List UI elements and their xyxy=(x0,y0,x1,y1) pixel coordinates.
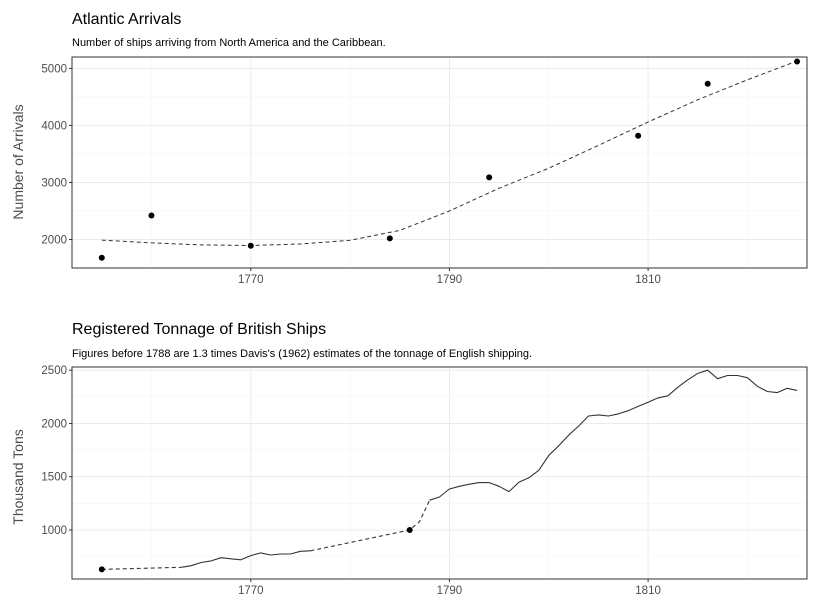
chart-subtitle-arrivals: Number of ships arriving from North Amer… xyxy=(72,37,386,49)
data-point xyxy=(247,242,254,249)
data-point xyxy=(704,80,711,87)
y-tick-label-tonnage: 2500 xyxy=(41,365,67,377)
x-tick-label-arrivals: 1770 xyxy=(238,274,264,286)
data-point xyxy=(98,254,105,261)
y-tick-label-arrivals: 3000 xyxy=(41,177,67,189)
y-tick-label-arrivals: 5000 xyxy=(41,63,67,75)
tonnage-line-estimated xyxy=(310,499,431,552)
x-tick-label-tonnage: 1770 xyxy=(238,585,264,597)
estimate-point xyxy=(406,526,413,533)
x-tick-label-tonnage: 1790 xyxy=(437,585,463,597)
data-point xyxy=(635,132,642,139)
y-axis-label-arrivals: Number of Arrivals xyxy=(10,104,26,219)
trend-line xyxy=(101,60,798,247)
tonnage-line-registered xyxy=(181,550,311,568)
data-point xyxy=(386,235,393,242)
chart-subtitle-tonnage: Figures before 1788 are 1.3 times Davis'… xyxy=(72,348,532,360)
y-tick-label-tonnage: 1000 xyxy=(41,525,67,537)
data-point xyxy=(486,174,493,181)
y-tick-label-arrivals: 2000 xyxy=(41,234,67,246)
tonnage-line-registered xyxy=(429,369,798,501)
x-tick-label-tonnage: 1810 xyxy=(635,585,661,597)
y-tick-label-arrivals: 4000 xyxy=(41,120,67,132)
panel-border-arrivals xyxy=(71,56,808,269)
x-tick-label-arrivals: 1810 xyxy=(635,274,661,286)
y-tick-label-tonnage: 2000 xyxy=(41,418,67,430)
x-tick-label-arrivals: 1790 xyxy=(437,274,463,286)
data-point xyxy=(148,212,155,219)
atlantic-arrivals-panel: Atlantic Arrivals Number of ships arrivi… xyxy=(10,11,808,286)
estimate-point xyxy=(98,566,105,573)
tonnage-panel: Registered Tonnage of British Ships Figu… xyxy=(10,321,808,597)
panel-border-tonnage xyxy=(71,366,808,580)
tonnage-line-estimated xyxy=(101,566,182,570)
y-tick-label-tonnage: 1500 xyxy=(41,472,67,484)
chart-title-arrivals: Atlantic Arrivals xyxy=(72,11,181,28)
data-point xyxy=(794,58,801,65)
y-axis-label-tonnage: Thousand Tons xyxy=(10,429,26,524)
chart-title-tonnage: Registered Tonnage of British Ships xyxy=(72,321,326,338)
